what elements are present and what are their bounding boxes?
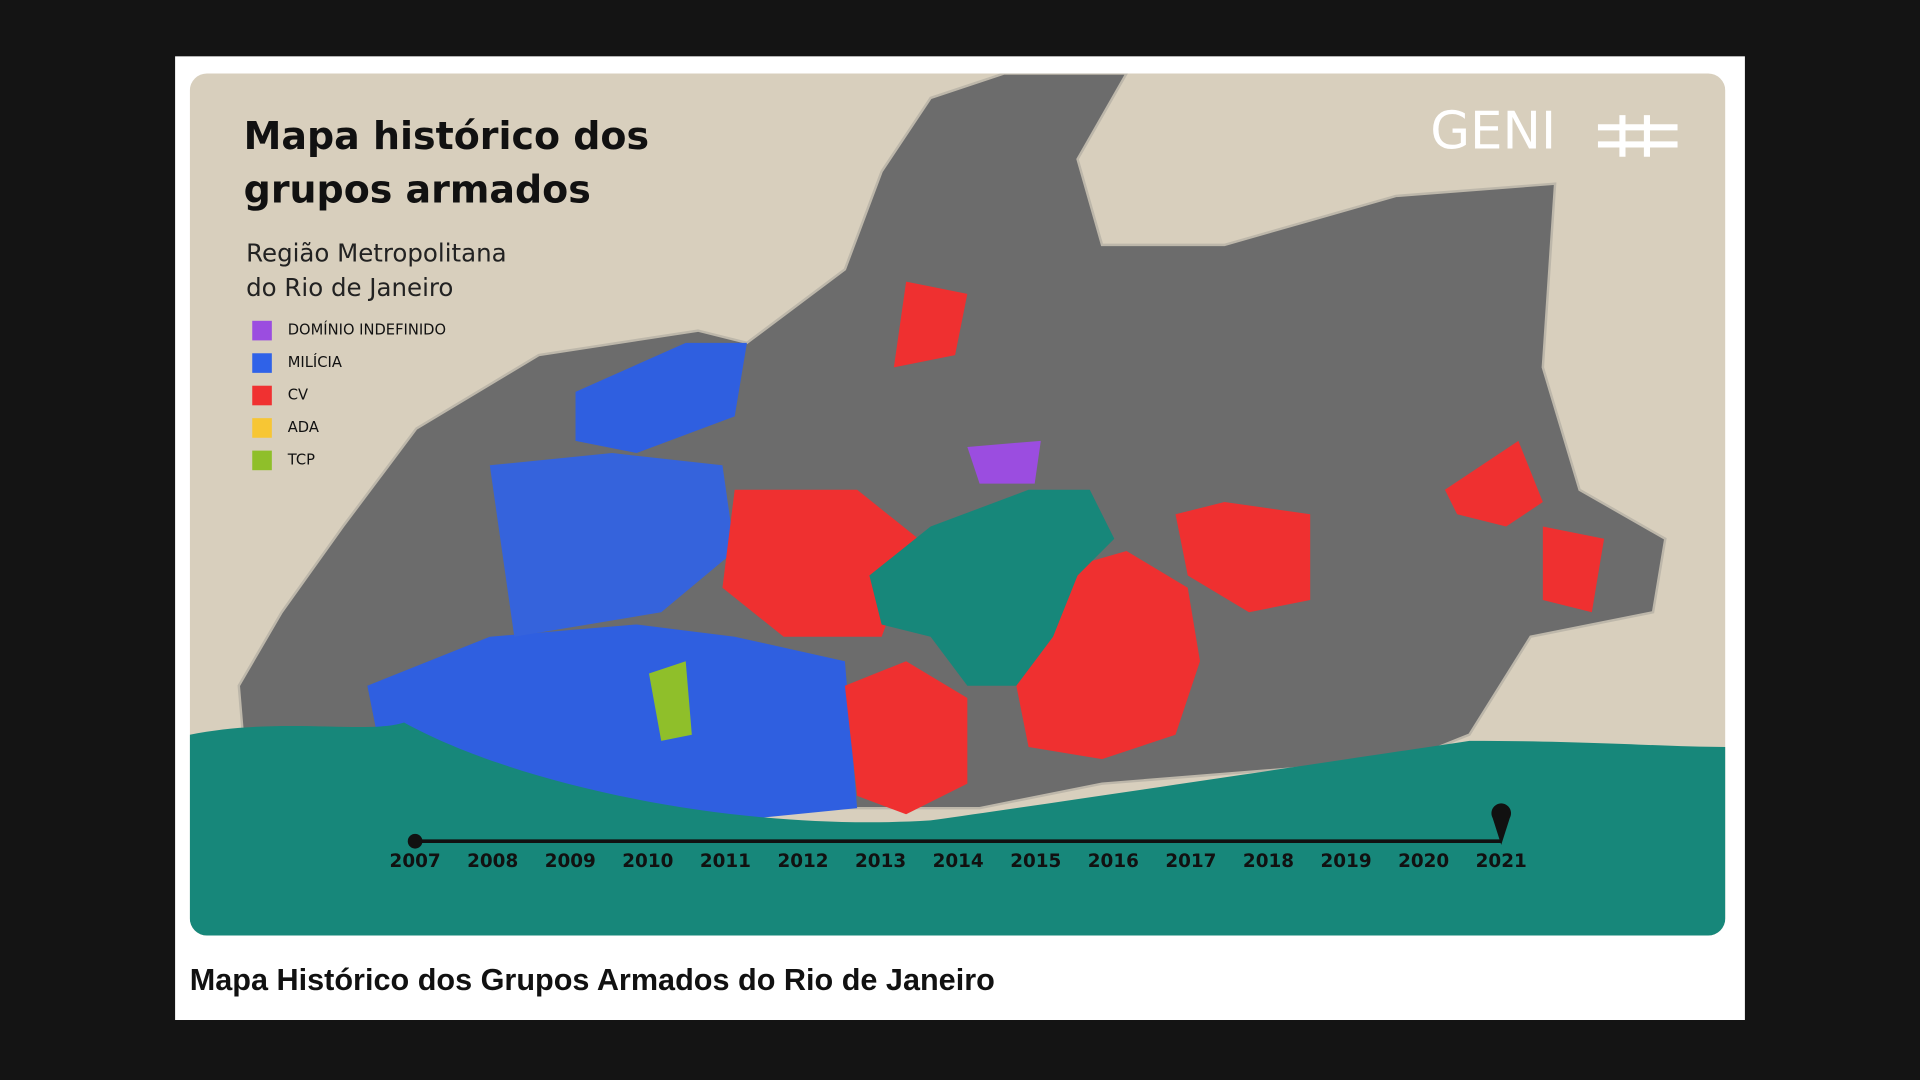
legend-swatch bbox=[252, 353, 272, 373]
undefined-area bbox=[967, 440, 1041, 484]
logo-mark bbox=[1597, 115, 1678, 157]
legend-swatch bbox=[252, 385, 272, 406]
timeline-year: 2013 bbox=[855, 851, 906, 872]
legend-swatch bbox=[252, 418, 272, 438]
caption: Mapa Histórico dos Grupos Armados do Rio… bbox=[190, 963, 995, 997]
timeline-year: 2012 bbox=[777, 851, 828, 872]
logo: GENI bbox=[1430, 102, 1556, 162]
legend-label: ADA bbox=[288, 419, 319, 436]
cv-area bbox=[893, 281, 968, 368]
legend-label: TCP bbox=[287, 451, 315, 468]
timeline-year: 2021 bbox=[1476, 851, 1527, 872]
timeline-marker bbox=[1491, 803, 1512, 845]
legend-label: MILÍCIA bbox=[288, 353, 342, 371]
cv-area bbox=[1444, 440, 1543, 527]
cv-area bbox=[844, 661, 968, 815]
milicia-area bbox=[489, 453, 735, 637]
legend: DOMÍNIO INDEFINIDO MILÍCIA CV ADA TCP bbox=[252, 321, 446, 471]
cv-area bbox=[1542, 526, 1605, 613]
timeline-year: 2017 bbox=[1165, 851, 1216, 872]
milicia-area bbox=[575, 342, 747, 454]
timeline-year: 2019 bbox=[1321, 851, 1372, 872]
map-title: grupos armados bbox=[244, 168, 591, 212]
bay bbox=[869, 489, 1115, 686]
cv-area bbox=[1175, 502, 1311, 613]
timeline-year: 2007 bbox=[390, 851, 441, 872]
timeline-year: 2009 bbox=[545, 851, 596, 872]
timeline-year: 2008 bbox=[467, 851, 518, 872]
map bbox=[189, 73, 1726, 936]
cv-area bbox=[722, 489, 919, 637]
legend-label: CV bbox=[288, 387, 308, 404]
timeline-year: 2020 bbox=[1398, 851, 1449, 872]
timeline-year: 2018 bbox=[1243, 851, 1294, 872]
timeline-year: 2016 bbox=[1088, 851, 1139, 872]
legend-swatch bbox=[252, 450, 272, 471]
sea bbox=[189, 722, 1726, 936]
legend-label: DOMÍNIO INDEFINIDO bbox=[288, 321, 446, 339]
timeline-year: 2015 bbox=[1010, 851, 1061, 872]
timeline-year: 2010 bbox=[622, 851, 673, 872]
timeline-year: 2011 bbox=[700, 851, 751, 872]
map-subtitle: Região Metropolitana bbox=[246, 239, 506, 268]
map-subtitle: do Rio de Janeiro bbox=[246, 273, 453, 302]
timeline-start bbox=[407, 833, 423, 849]
legend-swatch bbox=[252, 320, 272, 341]
tcp-area bbox=[648, 661, 692, 741]
timeline-year: 2014 bbox=[933, 851, 984, 872]
map-title: Mapa histórico dos bbox=[244, 114, 649, 158]
